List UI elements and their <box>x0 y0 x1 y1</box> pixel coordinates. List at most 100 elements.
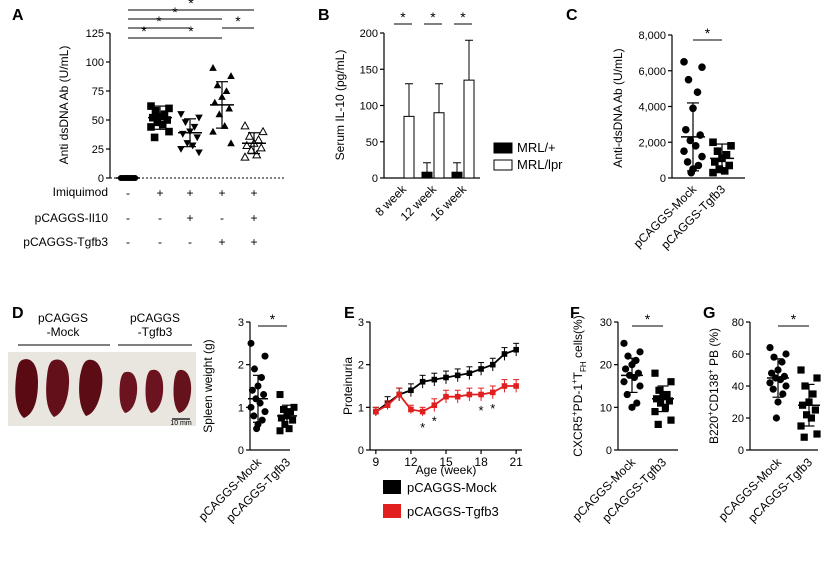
y-axis-label: Serum IL-10 (pg/mL) <box>333 50 347 161</box>
data-point <box>256 143 266 152</box>
y-axis-label-part: + <box>706 411 715 416</box>
y-axis-label-part: + <box>570 411 579 416</box>
data-point <box>654 420 662 428</box>
row-label-tgfb3: pCAGGS-Tgfb3 <box>23 235 108 249</box>
y-tick-label: 100 <box>360 101 378 113</box>
data-point <box>211 98 219 106</box>
data-point <box>165 104 173 113</box>
y-tick-label: 75 <box>92 86 104 98</box>
x-tick-label: 12 <box>404 455 418 469</box>
data-point <box>809 390 817 398</box>
data-point <box>636 348 644 356</box>
y-tick-label: 2,000 <box>638 137 666 149</box>
y-axis-label: Proteinuria <box>341 357 355 415</box>
data-point <box>661 403 669 411</box>
treatment-sign: + <box>186 211 193 225</box>
panel-letter-b: B <box>318 7 330 24</box>
data-point <box>252 149 262 159</box>
y-tick-label: 0 <box>238 445 244 457</box>
data-point <box>501 383 508 389</box>
y-tick-label: 1 <box>238 402 244 414</box>
y-axis-label-part: cells(%) <box>571 315 585 361</box>
data-point <box>772 414 781 422</box>
legend-label: pCAGGS-Mock <box>407 480 497 495</box>
treatment-sign: + <box>250 235 257 249</box>
y-tick-label: 3 <box>238 317 244 329</box>
data-point <box>651 408 659 416</box>
treatment-sign: + <box>218 186 225 200</box>
data-point <box>633 399 641 407</box>
data-point <box>722 150 731 159</box>
treatment-sign: - <box>158 235 162 249</box>
treatment-sign: + <box>156 186 163 200</box>
significance-star: * <box>705 25 711 41</box>
y-axis-label: B220+CD138+ PB (%) <box>706 328 721 444</box>
y-tick-label: 3 <box>358 317 364 329</box>
data-point <box>247 339 255 347</box>
data-point <box>150 133 159 142</box>
significance-star: * <box>432 414 437 429</box>
x-tick-label: 21 <box>509 455 523 469</box>
data-point <box>680 147 688 155</box>
scale-bar-label: 10 mm <box>170 420 192 427</box>
data-point <box>276 391 284 399</box>
legend-label-mrl: MRL/+ <box>517 140 556 155</box>
y-axis-label-part: CD138 <box>707 374 721 412</box>
data-point <box>408 406 414 413</box>
data-point <box>665 397 673 405</box>
y-tick-label: 200 <box>360 28 378 40</box>
data-point <box>727 142 735 150</box>
y-axis-label: Anti dsDNA Ab (U/mL) <box>57 46 71 165</box>
data-point <box>181 119 190 127</box>
significance-star: * <box>791 311 797 327</box>
panel-letter-g: G <box>703 305 715 322</box>
data-point <box>287 408 294 416</box>
data-point <box>151 106 160 115</box>
significance-star: * <box>156 13 162 29</box>
data-point <box>443 393 449 400</box>
y-axis-label-part: FH <box>579 361 588 372</box>
photo-background <box>8 352 196 426</box>
data-point <box>686 136 695 145</box>
data-point <box>260 391 268 399</box>
data-point <box>683 158 692 166</box>
data-point <box>709 138 717 147</box>
data-point <box>797 366 805 374</box>
data-point <box>195 114 203 122</box>
data-point <box>242 140 252 150</box>
data-point <box>698 63 706 71</box>
treatment-sign: - <box>126 235 130 249</box>
data-point <box>655 386 663 394</box>
data-point <box>225 104 233 112</box>
data-point <box>244 131 255 140</box>
data-point <box>280 405 287 413</box>
data-point <box>696 131 704 139</box>
y-tick-label: 125 <box>86 28 104 40</box>
legend-swatch <box>383 504 401 518</box>
data-point <box>147 123 155 131</box>
treatment-sign: + <box>186 186 193 200</box>
data-point <box>766 379 774 387</box>
treatment-sign: + <box>218 235 225 249</box>
spleen-tgfb3-3 <box>173 369 192 413</box>
data-point <box>782 382 790 390</box>
data-point <box>248 386 256 394</box>
y-tick-label: 0 <box>738 445 744 457</box>
panel-letter-d: D <box>12 305 24 322</box>
data-point <box>443 374 449 381</box>
y-tick-label: 50 <box>366 137 378 149</box>
data-point <box>811 406 819 414</box>
data-point <box>680 58 688 66</box>
y-axis-label: CXCR5+PD-1+TFH cells(%) <box>570 315 588 456</box>
data-point <box>769 385 777 393</box>
treatment-sign: - <box>126 211 130 225</box>
data-point <box>807 414 815 422</box>
y-axis-label: Spleen weight (g) <box>201 339 215 432</box>
data-point <box>657 399 665 407</box>
y-axis-label-part: T <box>571 371 585 379</box>
y-tick-label: 25 <box>92 144 104 156</box>
data-point <box>209 64 217 71</box>
data-point <box>620 339 628 347</box>
